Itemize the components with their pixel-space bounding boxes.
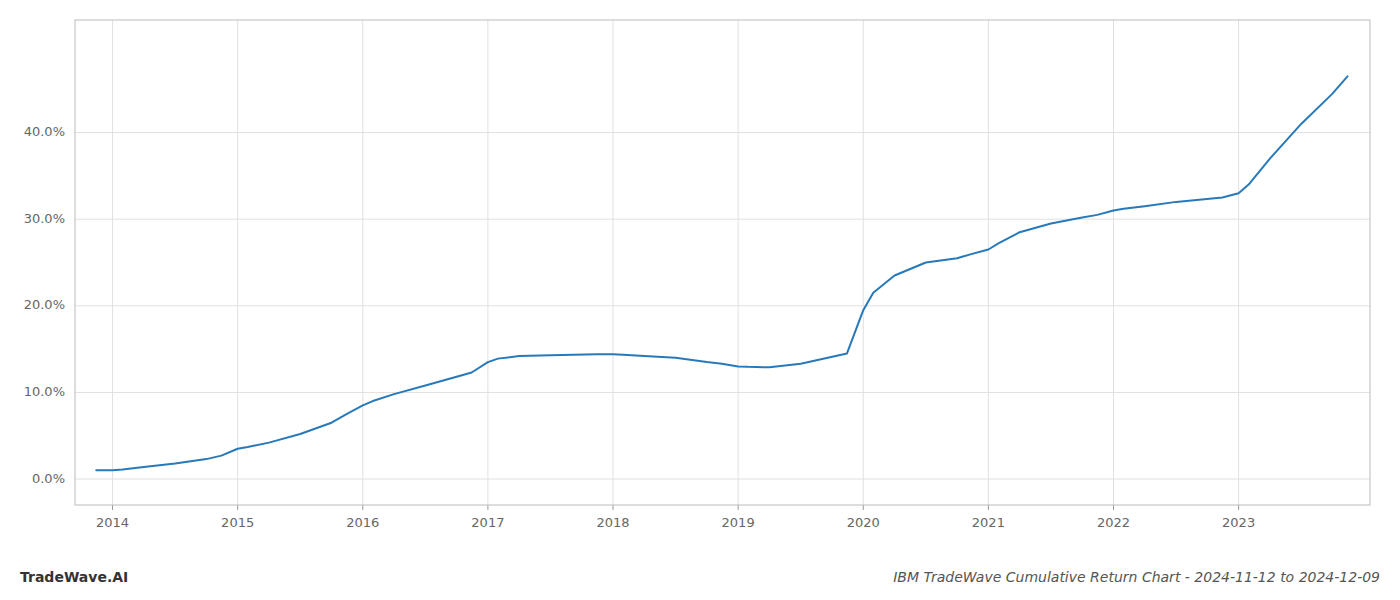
x-tick-label: 2019 <box>722 515 755 530</box>
x-tick-label: 2023 <box>1222 515 1255 530</box>
x-tick-label: 2022 <box>1097 515 1130 530</box>
x-tick-label: 2018 <box>596 515 629 530</box>
x-tick-label: 2015 <box>221 515 254 530</box>
line <box>96 76 1347 470</box>
x-grid-line <box>487 20 488 505</box>
x-tick <box>1113 505 1114 510</box>
axes: 0.0% 10.0% 20.0% 30.0% 40.0% 2014 2015 2016 2017… <box>24 20 1370 530</box>
watermark: TradeWave.AI <box>20 569 128 585</box>
x-grid-line <box>362 20 363 505</box>
x-tick <box>1238 505 1239 510</box>
y-tick-label: 40.0% <box>24 124 65 139</box>
y-tick-label: 20.0% <box>24 297 65 312</box>
x-grid-line <box>237 20 238 505</box>
x-grid-line <box>738 20 739 505</box>
x-tick <box>112 505 113 510</box>
chart: 0.0% 10.0% 20.0% 30.0% 40.0% 2014 2015 2016 2017… <box>0 0 1400 600</box>
y-grid-line <box>75 392 1370 393</box>
x-grid-line <box>988 20 989 505</box>
x-grid-line <box>112 20 113 505</box>
x-tick <box>863 505 864 510</box>
y-grid-line <box>75 479 1370 480</box>
x-tick-label: 2021 <box>972 515 1005 530</box>
x-grid-line <box>1238 20 1239 505</box>
plot-area <box>96 76 1347 470</box>
y-grid-line <box>75 219 1370 220</box>
y-tick-label: 30.0% <box>24 211 65 226</box>
y-tick-label: 10.0% <box>24 384 65 399</box>
y-tick-label: 0.0% <box>32 471 65 486</box>
x-tick <box>738 505 739 510</box>
x-tick-label: 2014 <box>96 515 129 530</box>
x-grid-line <box>1113 20 1114 505</box>
x-grid-line <box>613 20 614 505</box>
x-tick <box>613 505 614 510</box>
x-tick-label: 2020 <box>847 515 880 530</box>
x-tick-label: 2017 <box>471 515 504 530</box>
x-grid-line <box>863 20 864 505</box>
plot-frame <box>75 20 1370 505</box>
grid <box>75 20 1370 505</box>
title: IBM TradeWave Cumulative Return Chart - … <box>893 569 1380 585</box>
x-tick <box>237 505 238 510</box>
x-tick <box>362 505 363 510</box>
x-tick <box>487 505 488 510</box>
background <box>0 0 1400 600</box>
y-grid-line <box>75 305 1370 306</box>
x-tick <box>988 505 989 510</box>
x-tick-label: 2016 <box>346 515 379 530</box>
y-grid-line <box>75 132 1370 133</box>
